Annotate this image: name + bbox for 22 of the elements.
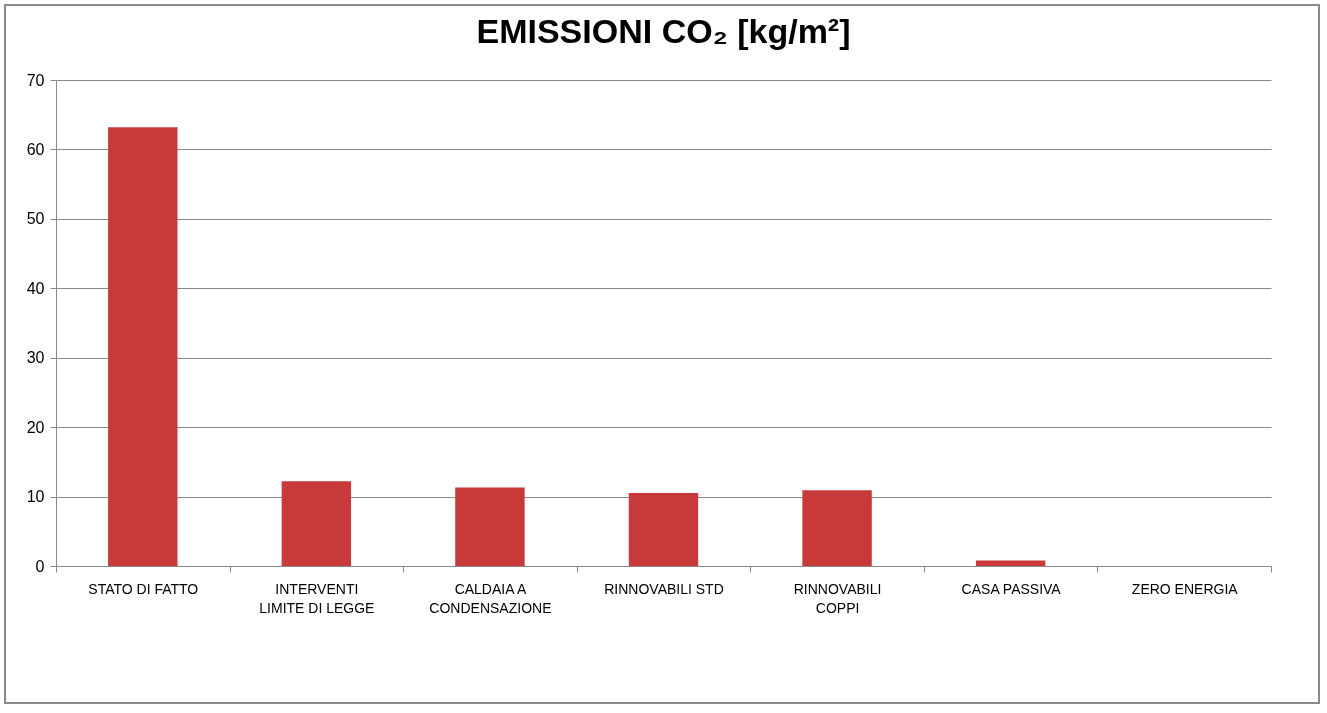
- bar: [628, 493, 699, 566]
- x-tick-label: CASA PASSIVA: [961, 580, 1062, 597]
- y-tick-label: 20: [26, 418, 45, 436]
- x-tick-label: RINNOVABILI STD: [604, 580, 724, 597]
- bar: [975, 560, 1046, 566]
- y-tick-label: 0: [35, 557, 45, 575]
- x-tick-label: RINNOVABILI COPPI: [793, 580, 882, 616]
- y-tick-label: 30: [26, 349, 45, 367]
- bar: [455, 487, 525, 566]
- x-tick-label: CALDAIA A CONDENSAZIONE: [429, 580, 552, 616]
- y-tick-label: 70: [26, 71, 45, 89]
- x-tick-label: INTERVENTI LIMITE DI LEGGE: [259, 580, 375, 616]
- x-tick-label: STATO DI FATTO: [88, 580, 199, 597]
- bar: [281, 481, 352, 566]
- y-tick-label: 50: [26, 210, 45, 228]
- y-tick-label: 60: [26, 140, 45, 158]
- y-tick-label: 10: [26, 488, 45, 506]
- bar: [802, 490, 872, 566]
- y-tick-label: 40: [26, 279, 45, 297]
- bar: [108, 127, 178, 566]
- chart-title: EMISSIONI CO₂ [kg/m²]: [476, 12, 851, 50]
- x-tick-label: ZERO ENERGIA: [1131, 580, 1239, 597]
